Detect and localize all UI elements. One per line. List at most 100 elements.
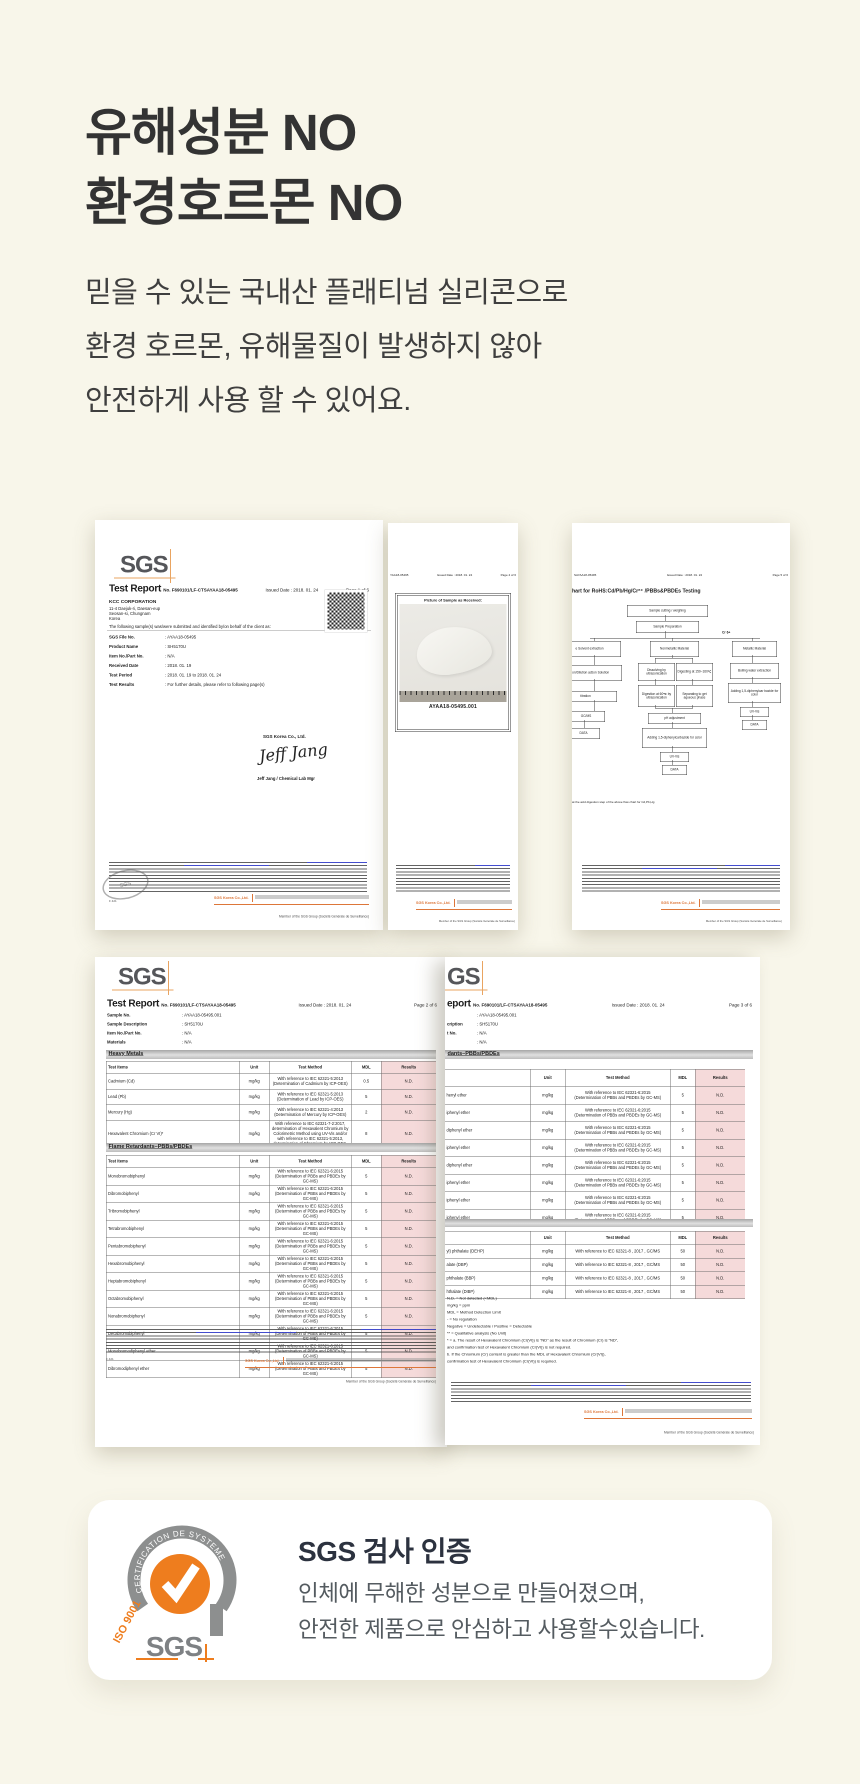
table-row: Heptabromobiphenyl mg/kg With reference …: [106, 1272, 436, 1290]
unit: mg/kg: [239, 1202, 269, 1220]
contact-company: SGS Korea Co.,Ltd.: [584, 1409, 619, 1415]
field-label: SGS File No.: [109, 634, 135, 640]
mdl: 5: [351, 1185, 381, 1203]
test-method: With reference to IEC 62321-6:2015(Deter…: [269, 1290, 351, 1308]
unit: mg/kg: [530, 1174, 565, 1192]
sgs-logo: SGS: [113, 549, 176, 583]
result: N.D.: [381, 1237, 436, 1255]
table-row: Cadmium (Cd) mg/kg With reference to IEC…: [106, 1073, 436, 1089]
sample-fields: Sample No. AYAA18-05495.001 Sample Descr…: [107, 1013, 317, 1049]
test-method: With reference to IEC 62321-6:2015(Deter…: [269, 1272, 351, 1290]
badge-arc: [127, 1525, 237, 1612]
field-value: 2018. 01. 19: [165, 663, 191, 674]
table-row: yl) phthalate (DEHP) mg/kg With referenc…: [445, 1244, 745, 1258]
flow-box: pH adjustment: [648, 713, 701, 724]
note-line: MDL = Method Detection Limit: [447, 1310, 501, 1315]
field-row: Test Results For further details, please…: [109, 682, 319, 693]
test-item-fragment: iphenyl ether: [445, 1191, 530, 1210]
mdl: 5: [351, 1237, 381, 1255]
report-title: Test Report: [107, 998, 160, 1009]
report-header: Test Report No. F690101/LF-CTSAYAA18-054…: [107, 998, 437, 1010]
field-value: N/A: [477, 1040, 486, 1049]
test-item: Dibromodiphenyl ether: [106, 1360, 239, 1378]
mdl: 5: [351, 1202, 381, 1220]
field-row: Received Date 2018. 01. 19: [109, 663, 319, 674]
field-row: Test Period 2018. 01. 19 to 2018. 01. 24: [109, 673, 319, 683]
section-heading-fragment: dants–PBBs/PBDEs: [445, 1050, 753, 1059]
report-number: No. F690101/LF-CTSAYAA18-05495: [472, 1002, 548, 1008]
member-line: Member of the SGS Group (Société Général…: [438, 920, 515, 923]
unit: mg/kg: [530, 1121, 565, 1139]
flow-box: Sample Preparation: [636, 621, 699, 633]
badge-orange-rule: [198, 1658, 214, 1660]
table-header-row: Test Items Unit Test Method MDL Results: [106, 1061, 436, 1074]
table-row: alate (DBP) mg/kg With reference to IEC …: [445, 1258, 745, 1272]
contact-address-lines: [454, 899, 512, 907]
mdl: 50: [670, 1285, 695, 1299]
mdl: 50: [670, 1271, 695, 1285]
note-line: * = a. The result of Hexavalent Chromium…: [447, 1338, 619, 1343]
field-value: AYAA18-05495: [165, 635, 196, 645]
table-row: hthalate (DIBP) mg/kg With reference to …: [445, 1285, 745, 1299]
address-line: 11-4 Daejuk-ri, Daesan-eup: [109, 606, 161, 611]
sample-photo: [399, 604, 507, 702]
badge-sgs-text: SGS: [146, 1631, 202, 1662]
heavy-metals-table: Test Items Unit Test Method MDL Results Ca…: [106, 1061, 436, 1148]
table-row: henyl ether mg/kg With reference to IEC …: [445, 1086, 745, 1104]
test-method: With reference to IEC 62321-6:2015(Deter…: [565, 1104, 670, 1122]
field-value: N/A: [477, 1031, 486, 1040]
table-row: diphenyl ether mg/kg With reference to I…: [445, 1156, 745, 1174]
field-row: SGS File No. AYAA18-05495: [109, 635, 319, 645]
test-item: Dibromobiphenyl: [106, 1185, 239, 1203]
page-number: Page 5 of 6: [772, 574, 788, 577]
field-label: Materials: [107, 1039, 126, 1045]
description-line: 믿을 수 있는 국내산 플래티넘 실리콘으로: [85, 277, 568, 309]
field-value: AYAA18-05495.001: [477, 1013, 516, 1022]
issued-date: Issued Date : 2018. 01. 24: [611, 1002, 665, 1008]
mdl: 5: [351, 1220, 381, 1238]
test-method: With reference to IEC 62321-6:2015(Deter…: [269, 1307, 351, 1325]
result: N.D.: [381, 1255, 436, 1273]
test-item-fragment: iphenyl ether: [445, 1209, 530, 1227]
unit: mg/kg: [530, 1139, 565, 1157]
result: N.D.: [381, 1272, 436, 1290]
test-item: Cadmium (Cd): [106, 1073, 239, 1089]
note-line: mg/kg = ppm: [447, 1303, 471, 1308]
field-row: Materials N/A: [107, 1040, 317, 1049]
result-notes: N.D. = Not detected (<MDL) mg/kg = ppm MDL…: [447, 1295, 752, 1365]
flowchart-note: at the acid digestion step of the above …: [572, 801, 655, 804]
flow-box: Adding 1,5-diphenylcar bazide for color: [728, 683, 781, 703]
flow-box: Separating to get aqueous phase: [676, 685, 713, 707]
cert-line: 인체에 무해한 성분으로 만들어졌으며,: [298, 1581, 645, 1606]
section-heading: Flame Retardants–PBBs/PBDEs: [106, 1143, 436, 1152]
field-label: Received Date: [109, 663, 139, 668]
test-item: Nonabromobiphenyl: [106, 1307, 239, 1325]
result: N.D.: [695, 1121, 745, 1139]
result: N.D.: [381, 1307, 436, 1325]
test-item-fragment: diphenyl ether: [445, 1121, 530, 1140]
table-row: Tribromobiphenyl mg/kg With reference to…: [106, 1202, 436, 1220]
flow-box: Digestion at 60℃ by ultrasonication: [638, 685, 675, 707]
test-item: Tribromobiphenyl: [106, 1202, 239, 1220]
field-value: For further details, please refer to fol…: [165, 682, 264, 693]
field-value: AYAA18-05495.001: [182, 1013, 221, 1022]
test-item: Hexabromobiphenyl: [106, 1255, 239, 1273]
cert-card-title: SGS 검사 인증: [298, 1536, 472, 1567]
flow-box: DATA: [742, 720, 767, 730]
field-row: Item No./Part No. N/A: [107, 1031, 317, 1040]
result: N.D.: [695, 1086, 745, 1104]
iso-9001-badge-icon: CERTIFICATION DE SYSTEME ISO 9001 SGS: [112, 1525, 237, 1662]
flow-box: GC/MS: [572, 711, 605, 722]
unit: mg/kg: [239, 1220, 269, 1238]
report-number-fragment: SAYAA18-05495: [574, 574, 597, 577]
unit: mg/kg: [239, 1185, 269, 1203]
field-value: SH5170U: [182, 1022, 203, 1031]
table-row: Hexavalent Chromium (Cr VI)* mg/kg With …: [106, 1120, 436, 1148]
unit: mg/kg: [530, 1104, 565, 1122]
report-header: YAA18-05495 Issued Date : 2018. 01. 24 P…: [390, 574, 516, 577]
issued-date: Issued Date : 2018. 01. 24: [436, 574, 473, 577]
table-row: diphenyl ether mg/kg With reference to I…: [445, 1121, 745, 1140]
client-name: KCC CORPORATION: [109, 599, 157, 605]
table-row: iphenyl ether mg/kg With reference to IE…: [445, 1191, 745, 1210]
